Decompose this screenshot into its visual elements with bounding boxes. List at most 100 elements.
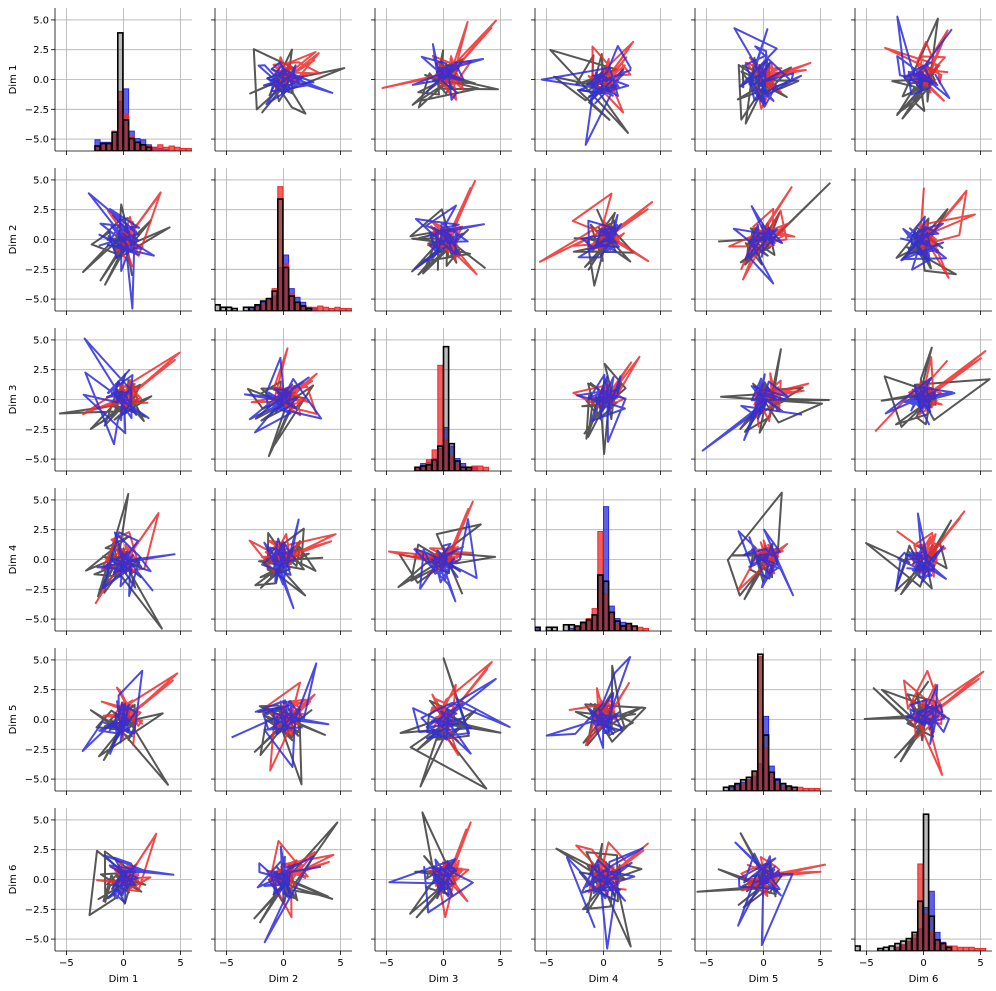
plot-area xyxy=(718,182,831,285)
plot-area xyxy=(248,518,337,610)
panel-r3-c6 xyxy=(851,328,992,475)
plot-area xyxy=(381,19,499,109)
x-tick-label: −5 xyxy=(539,958,554,969)
y-tick-label: 0.0 xyxy=(33,75,49,86)
hist-bar-black xyxy=(535,626,541,631)
series-line-blue xyxy=(545,656,632,749)
plot-area xyxy=(243,347,323,458)
hist-bar-red xyxy=(968,946,975,951)
hist-bar-red xyxy=(471,465,478,471)
hist-bar-black xyxy=(585,619,593,631)
hist-bar-red xyxy=(482,466,490,471)
hist-bar-black xyxy=(551,626,559,631)
hist-bar-black xyxy=(94,145,101,151)
y-tick-label: −2.5 xyxy=(25,905,49,916)
hist-bar-black xyxy=(259,300,267,311)
hist-bar-red xyxy=(797,786,804,791)
hist-bar-black xyxy=(591,614,598,631)
hist-bar-black xyxy=(888,945,896,951)
hist-bar-black xyxy=(631,625,638,631)
x-axis-title: Dim 4 xyxy=(589,974,619,985)
hist-bar-black xyxy=(282,266,290,311)
x-tick-label: −5 xyxy=(699,958,714,969)
hist-bar-black xyxy=(139,143,147,151)
plot-area xyxy=(540,40,635,146)
hist-bar-black xyxy=(934,939,941,951)
hist-bar-black xyxy=(785,785,793,791)
hist-bar-red xyxy=(185,148,192,151)
series-line-blue xyxy=(540,45,632,146)
hist-bar-red xyxy=(157,144,164,151)
x-tick-label: 0 xyxy=(760,958,766,969)
plot-area xyxy=(538,192,654,287)
hist-bar-black xyxy=(99,142,107,151)
series-line-blue xyxy=(734,841,794,947)
panel-r2-c6 xyxy=(851,168,992,315)
plot-area xyxy=(58,337,181,446)
hist-bar-red xyxy=(151,146,158,151)
plot-area xyxy=(545,656,647,749)
panel-r4-c4 xyxy=(531,488,672,635)
y-tick-label: −2.5 xyxy=(25,265,49,276)
series-line-blue xyxy=(733,27,803,108)
y-tick-label: 0.0 xyxy=(33,555,49,566)
y-tick-label: 2.5 xyxy=(33,45,49,56)
hist-bar-black xyxy=(219,306,227,311)
hist-bar-black xyxy=(734,782,741,791)
hist-bar-black xyxy=(254,303,261,311)
hist-bar-black xyxy=(105,142,113,151)
panel-r4-c6 xyxy=(851,488,992,635)
hist-bar-black xyxy=(276,198,284,311)
hist-bar-black xyxy=(928,915,936,951)
series-line-blue xyxy=(577,214,623,259)
plot-area xyxy=(726,491,794,601)
plot-area xyxy=(895,187,976,279)
plot-area xyxy=(81,669,179,786)
y-tick-label: −5.0 xyxy=(25,135,49,146)
y-tick-label: −5.0 xyxy=(25,455,49,466)
plot-area xyxy=(215,186,352,311)
y-tick-label: 0.0 xyxy=(33,875,49,886)
hist-bar-black xyxy=(619,625,627,631)
y-tick-label: −2.5 xyxy=(25,745,49,756)
series-line-blue xyxy=(257,61,334,106)
panel-r1-c1: −5.0 −2.5 0.0 2.5 5.0 Dim 1 xyxy=(8,8,192,155)
panel-r6-c6: −5 0 5 Dim 6 xyxy=(851,808,992,985)
x-tick-label: −5 xyxy=(859,958,874,969)
panel-r6-c3: −5 0 5 Dim 3 xyxy=(371,808,512,985)
series-line-blue xyxy=(413,204,485,270)
hist-bar-black xyxy=(751,770,758,791)
hist-bar-black xyxy=(134,141,141,151)
hist-bar-black xyxy=(756,653,764,791)
y-tick-label: 2.5 xyxy=(33,205,49,216)
series-line-blue xyxy=(388,858,474,914)
plot-area xyxy=(884,15,953,120)
x-tick-label: 5 xyxy=(977,958,983,969)
series-line-blue xyxy=(261,518,300,610)
x-tick-label: −5 xyxy=(219,958,234,969)
panel-r2-c1: −5.0 −2.5 0.0 2.5 5.0 Dim 2 xyxy=(8,168,192,315)
x-tick-label: 5 xyxy=(497,958,503,969)
y-axis-title: Dim 3 xyxy=(8,385,19,415)
plot-area xyxy=(855,813,987,951)
series-line-red xyxy=(916,187,976,279)
hist-bar-red xyxy=(814,788,821,791)
x-axis-title: Dim 6 xyxy=(909,974,939,985)
hist-bar-black xyxy=(225,306,233,311)
y-tick-label: 5.0 xyxy=(33,495,49,506)
hist-bar-black xyxy=(116,32,124,151)
y-tick-label: −5.0 xyxy=(25,935,49,946)
hist-bar-black xyxy=(215,303,221,311)
hist-bar-black xyxy=(454,460,461,471)
series-line-black xyxy=(891,17,940,120)
panel-r4-c2 xyxy=(211,488,352,635)
x-axis-title: Dim 1 xyxy=(109,974,139,985)
hist-bar-black xyxy=(905,937,913,951)
hist-bar-red xyxy=(980,948,987,951)
hist-bar-black xyxy=(728,785,736,791)
plot-area xyxy=(249,48,346,115)
panel-r5-c1: −5.0 −2.5 0.0 2.5 5.0 Dim 5 xyxy=(8,648,192,795)
hist-bar-black xyxy=(419,465,427,471)
hist-bar-red xyxy=(957,946,964,951)
hist-bar-red xyxy=(317,305,324,311)
